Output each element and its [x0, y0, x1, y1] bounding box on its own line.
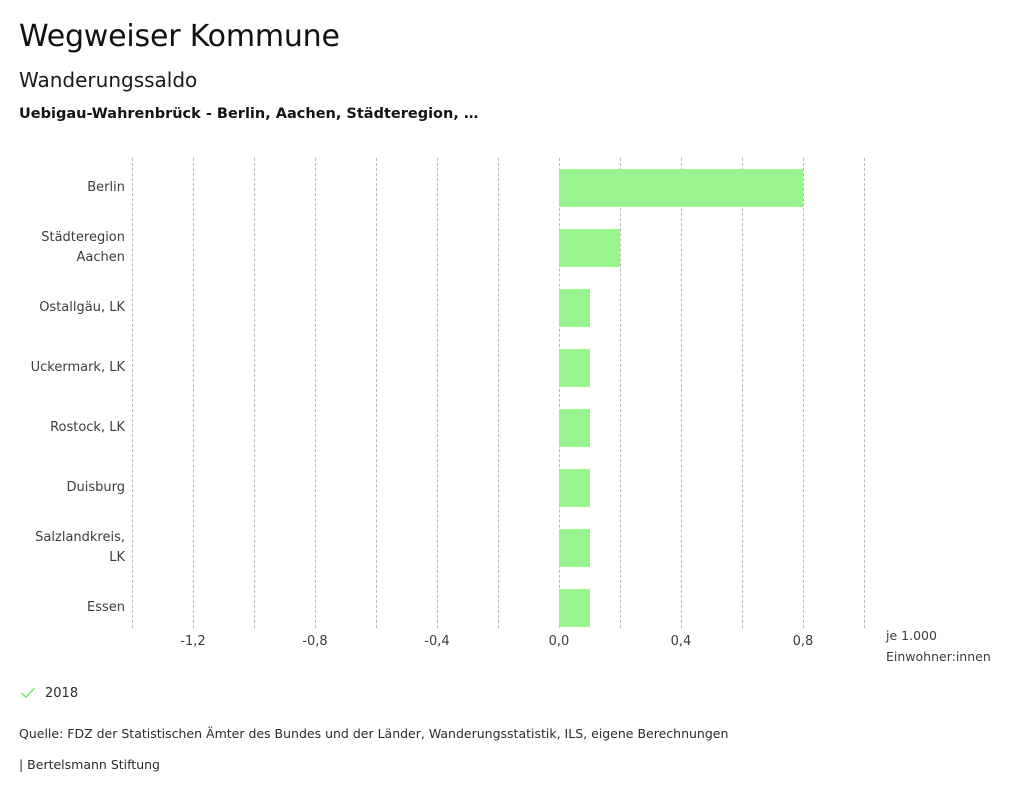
gridline	[803, 158, 804, 628]
bar[interactable]	[559, 469, 590, 507]
bar-row[interactable]: Uckermark, LK	[0, 338, 1024, 398]
gridline	[864, 158, 865, 628]
bar-category-label-line: Uckermark, LK	[30, 360, 125, 375]
bar-category-label: Berlin	[0, 178, 125, 198]
bar[interactable]	[559, 169, 803, 207]
gridline	[498, 158, 499, 628]
x-axis-tick-label: -0,4	[424, 634, 450, 649]
gridline	[742, 158, 743, 628]
bar-category-label-line: Rostock, LK	[50, 420, 125, 435]
x-axis-tick-label: 0,8	[792, 634, 814, 649]
bar-category-label: Ostallgäu, LK	[0, 298, 125, 318]
chart-legend: 2018	[20, 685, 78, 701]
check-icon	[20, 685, 36, 701]
x-axis-tick-label: -1,2	[180, 634, 206, 649]
gridline	[437, 158, 438, 628]
bar-row[interactable]: Rostock, LK	[0, 398, 1024, 458]
gridline	[681, 158, 682, 628]
bar-row[interactable]: Duisburg	[0, 458, 1024, 518]
bar-category-label-line: Salzlandkreis,	[35, 530, 125, 545]
axis-unit-line1: je 1.000	[886, 628, 937, 643]
chart-subtitle: Wanderungssaldo	[19, 68, 198, 92]
gridline	[620, 158, 621, 628]
bar-row[interactable]: Ostallgäu, LK	[0, 278, 1024, 338]
legend-item-2018[interactable]: 2018	[20, 685, 78, 701]
bar-row[interactable]: Berlin	[0, 158, 1024, 218]
bar-row[interactable]: Essen	[0, 578, 1024, 638]
source-note: Quelle: FDZ der Statistischen Ämter des …	[19, 726, 729, 741]
page-title: Wegweiser Kommune	[19, 19, 340, 54]
bar-row[interactable]: Städteregion Aachen	[0, 218, 1024, 278]
bar-category-label-line: Essen	[87, 600, 125, 615]
bar-category-label: Uckermark, LK	[0, 358, 125, 378]
bar[interactable]	[559, 349, 590, 387]
bar-category-label: Salzlandkreis, LK	[0, 528, 125, 568]
axis-unit-label: je 1.000 Einwohner:innen	[886, 625, 991, 667]
gridline	[193, 158, 194, 628]
gridline	[559, 158, 560, 628]
legend-label: 2018	[45, 685, 79, 701]
bar-category-label: Städteregion Aachen	[0, 228, 125, 268]
gridline	[254, 158, 255, 628]
gridline	[315, 158, 316, 628]
x-axis-tick-label: 0,0	[548, 634, 570, 649]
bar-category-label-line: Ostallgäu, LK	[39, 300, 125, 315]
chart-header: Wegweiser Kommune Wanderungssaldo Uebiga…	[19, 0, 999, 122]
gridline	[132, 158, 133, 628]
bar[interactable]	[559, 229, 620, 267]
bar-row[interactable]: Salzlandkreis, LK	[0, 518, 1024, 578]
bar[interactable]	[559, 529, 590, 567]
bar[interactable]	[559, 589, 590, 627]
gridline	[376, 158, 377, 628]
axis-unit-line2: Einwohner:innen	[886, 649, 991, 664]
bar[interactable]	[559, 289, 590, 327]
x-axis-tick-label: -0,8	[302, 634, 328, 649]
bar-category-label-line: Duisburg	[66, 480, 126, 495]
bar-category-label: Essen	[0, 598, 125, 618]
chart-detail-line: Uebigau-Wahrenbrück - Berlin, Aachen, St…	[19, 106, 479, 122]
bar-category-label-line: LK	[109, 550, 125, 565]
bar-category-label-line: Aachen	[76, 250, 125, 265]
bar-category-label-line: Berlin	[87, 180, 125, 195]
bar-category-label-line: Städteregion	[41, 230, 125, 245]
bar[interactable]	[559, 409, 590, 447]
publisher-note: | Bertelsmann Stiftung	[19, 757, 160, 772]
bar-category-label: Duisburg	[0, 478, 126, 498]
x-axis-tick-label: 0,4	[670, 634, 692, 649]
bar-category-label: Rostock, LK	[0, 418, 125, 438]
